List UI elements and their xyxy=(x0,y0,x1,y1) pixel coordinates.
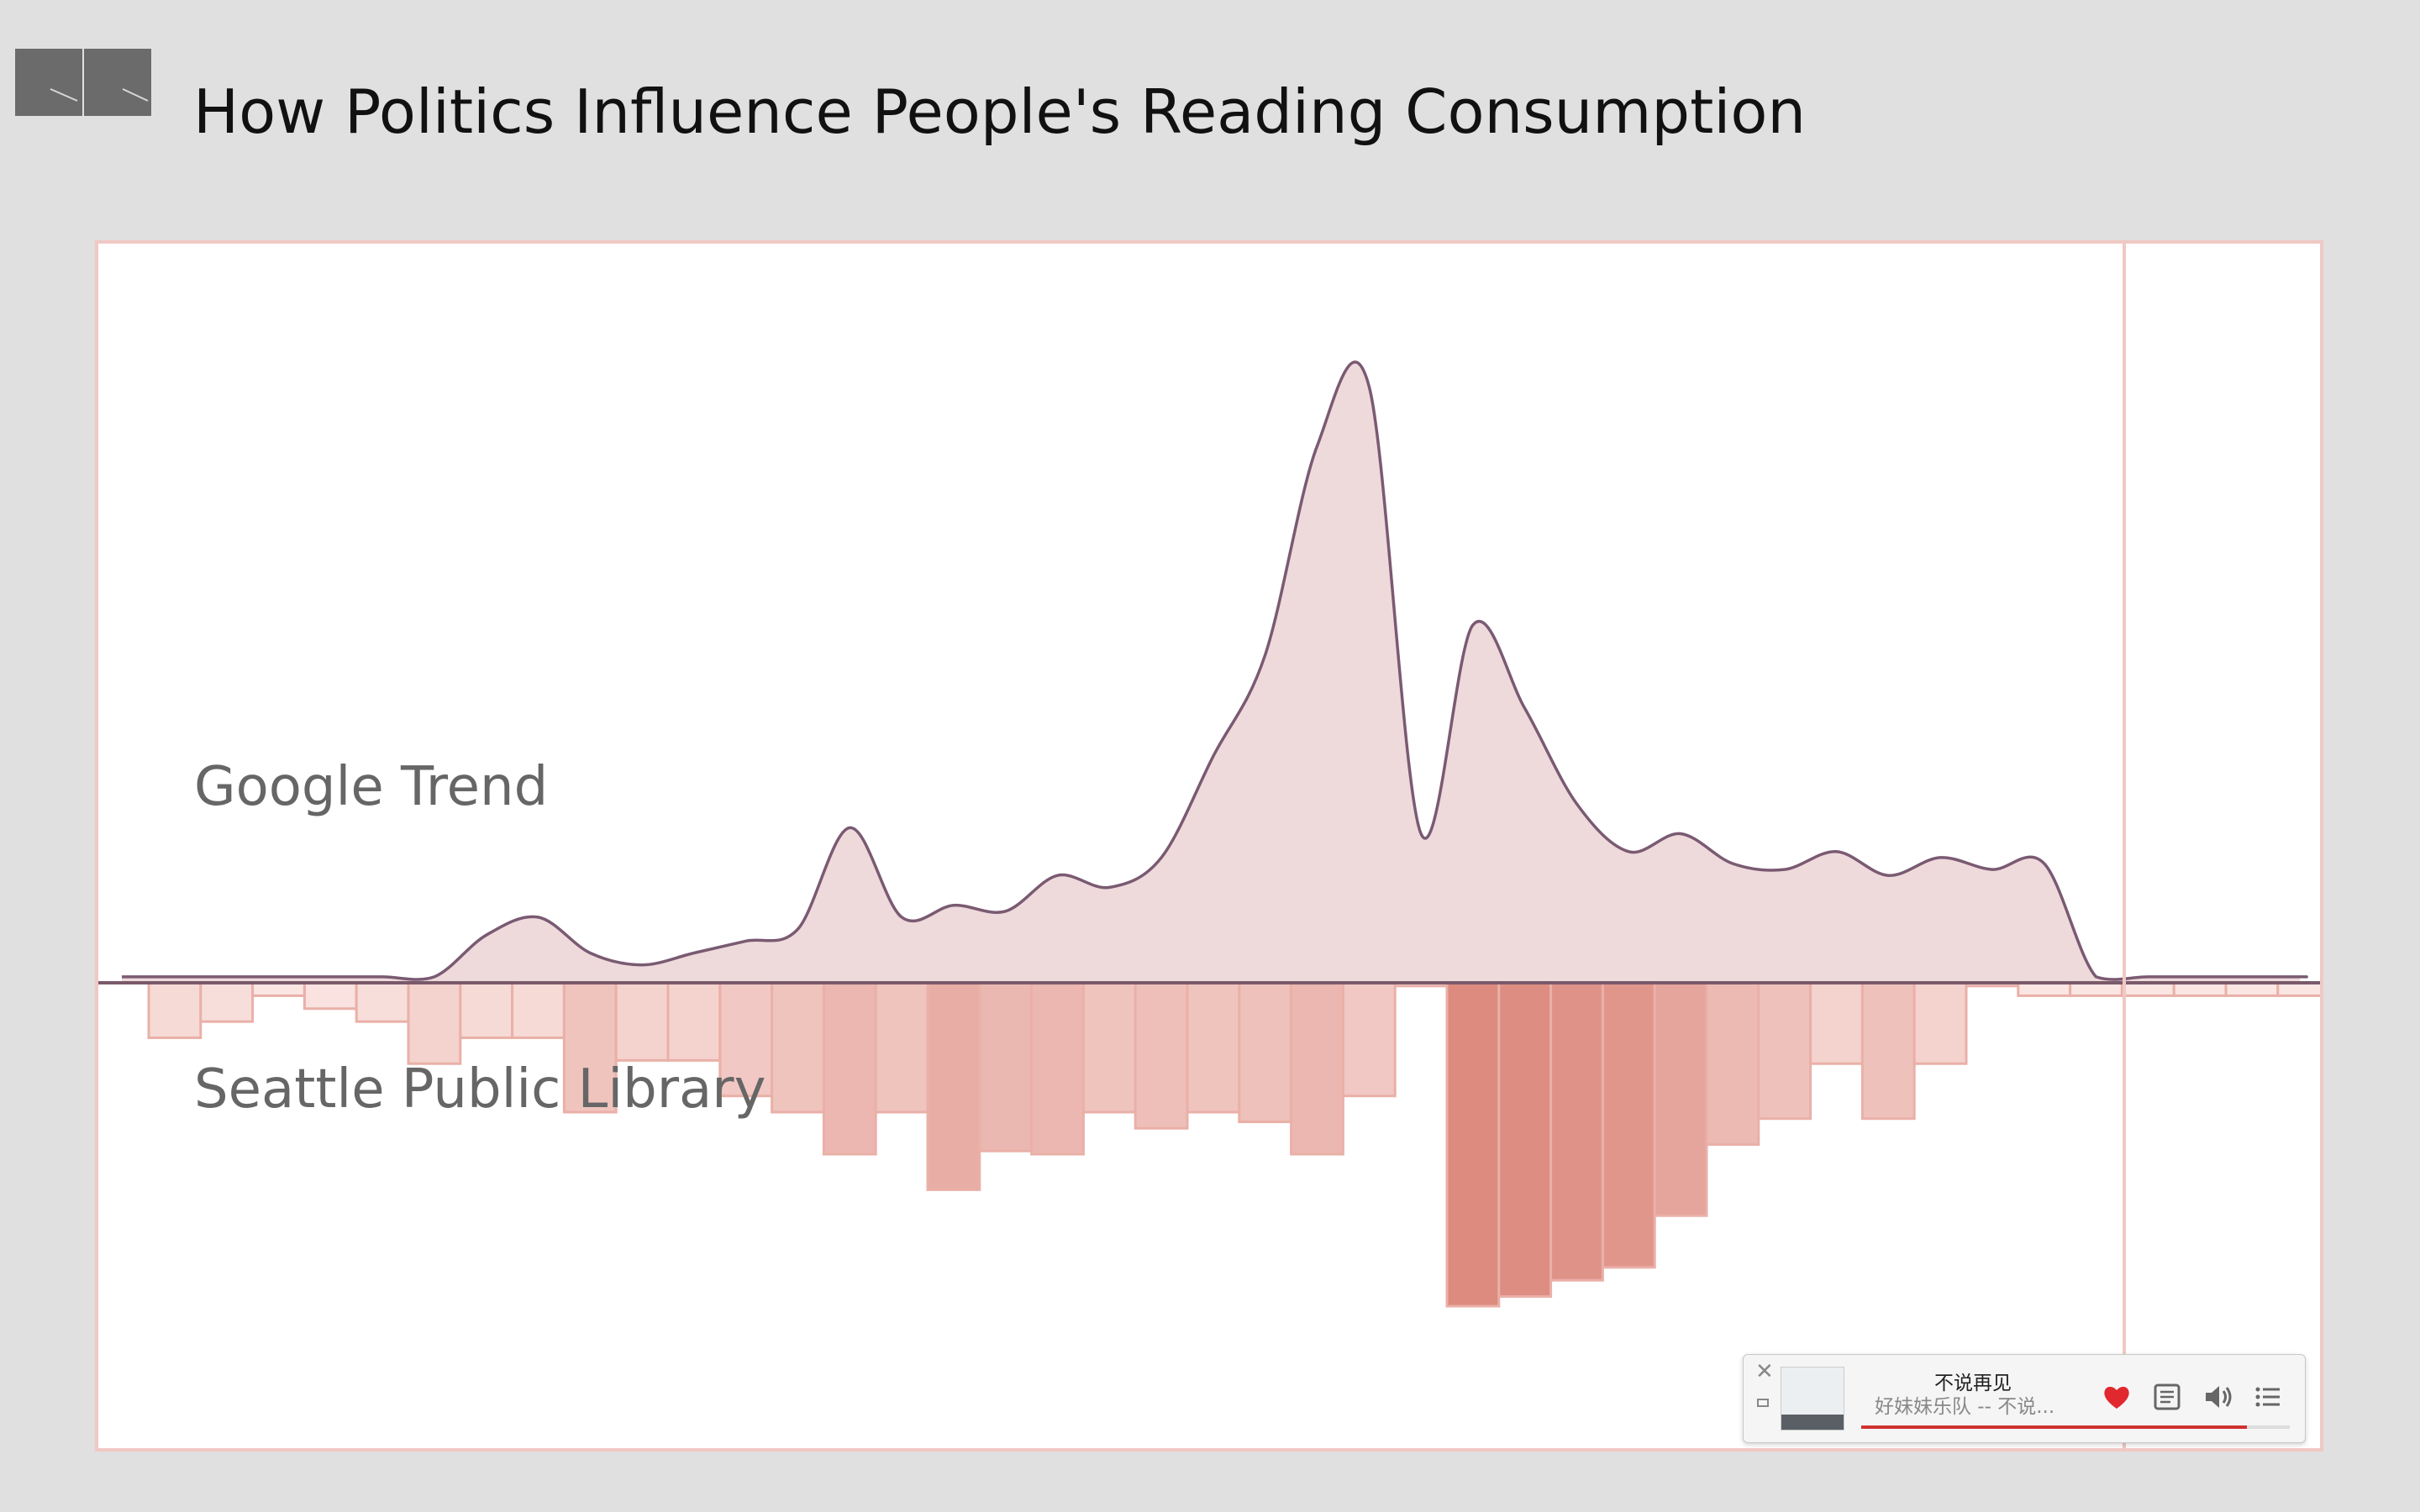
library-bar xyxy=(1601,981,1656,1269)
volume-icon[interactable] xyxy=(2201,1380,2234,1414)
library-bar xyxy=(199,981,255,1023)
library-bar xyxy=(926,981,981,1191)
window-tile-icon[interactable] xyxy=(84,49,151,116)
library-bar xyxy=(2069,981,2123,997)
library-bar xyxy=(1497,981,1553,1298)
library-bar xyxy=(511,981,566,1039)
library-bar xyxy=(771,981,825,1114)
album-cover-photo xyxy=(1781,1415,1844,1430)
library-bar xyxy=(147,981,203,1039)
library-bar xyxy=(874,981,929,1114)
library-bar xyxy=(1290,981,1344,1156)
header: How Politics Influence People's Reading … xyxy=(0,0,2420,210)
library-bar xyxy=(1653,981,1708,1217)
library-bar xyxy=(1081,981,1137,1114)
playback-progress-bar[interactable] xyxy=(1861,1425,2290,1429)
library-bar xyxy=(1809,981,1864,1065)
library-bar xyxy=(2120,981,2175,997)
library-bar xyxy=(1186,981,1241,1114)
lyrics-icon[interactable] xyxy=(2150,1380,2184,1414)
library-bar xyxy=(1341,981,1397,1098)
library-bar xyxy=(1030,981,1085,1156)
library-bar xyxy=(355,981,410,1023)
library-bar xyxy=(1445,981,1501,1308)
library-bar xyxy=(407,981,462,1065)
google-trend-area xyxy=(122,362,2307,983)
chart-frame: Google Trend Seattle Public Library xyxy=(95,240,2323,1452)
library-bar xyxy=(1238,981,1293,1124)
library-bar xyxy=(251,981,306,997)
artist-line: 好妹妹乐队 -- 不说... xyxy=(1875,1396,2055,1418)
library-bar xyxy=(2017,981,2072,997)
playback-progress-fill xyxy=(1861,1425,2247,1429)
library-bar xyxy=(1134,981,1189,1130)
playlist-icon[interactable] xyxy=(2251,1380,2285,1414)
library-bar xyxy=(1549,981,1604,1282)
series-label-google-trend: Google Trend xyxy=(194,756,549,818)
series-label-seattle-public-library: Seattle Public Library xyxy=(194,1058,766,1121)
minimize-icon[interactable] xyxy=(1757,1399,1769,1407)
library-bar xyxy=(822,981,877,1156)
library-bars xyxy=(147,981,2320,1308)
library-bar xyxy=(1860,981,1916,1121)
library-bar xyxy=(562,981,618,1114)
library-bar xyxy=(2224,981,2280,997)
page-title: How Politics Influence People's Reading … xyxy=(193,76,1807,147)
heart-icon[interactable] xyxy=(2100,1380,2133,1414)
library-bar xyxy=(718,981,774,1098)
album-cover[interactable] xyxy=(1781,1367,1844,1431)
library-bar xyxy=(302,981,358,1011)
chart-svg xyxy=(98,244,2320,1448)
library-bar xyxy=(459,981,514,1039)
library-bar xyxy=(1705,981,1760,1146)
library-bar xyxy=(1757,981,1812,1121)
song-title: 不说再见 xyxy=(1934,1373,2012,1394)
library-bar xyxy=(2276,981,2320,997)
library-bar xyxy=(666,981,722,1062)
music-player-widget[interactable]: ✕ 不说再见 好妹妹乐队 -- 不说... xyxy=(1743,1354,2306,1443)
library-bar xyxy=(2172,981,2228,997)
close-icon[interactable]: ✕ xyxy=(1755,1359,1774,1384)
google-trend-line xyxy=(122,360,2308,981)
window-tile-icon[interactable] xyxy=(15,49,82,116)
library-bar xyxy=(978,981,1034,1152)
library-bar xyxy=(614,981,670,1062)
library-bar xyxy=(1912,981,1968,1065)
